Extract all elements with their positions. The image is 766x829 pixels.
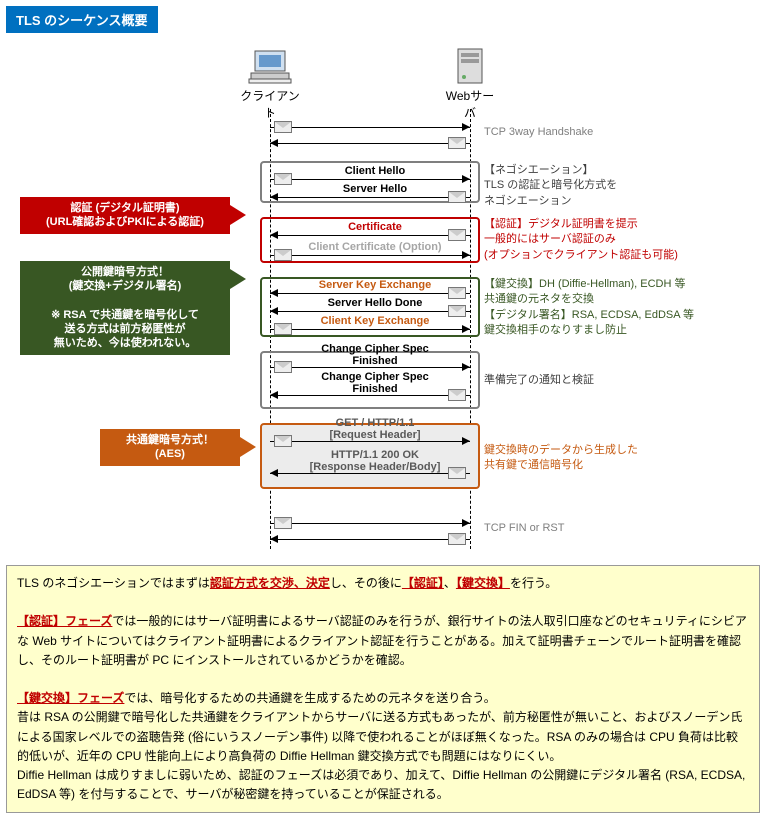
message-10: Change Cipher SpecFinished (270, 387, 470, 405)
right-note-2: 【認証】デジタル証明書を提示一般的にはサーバ認証のみ(オプションでクライアント認… (484, 217, 760, 263)
callout-1: 公開鍵暗号方式！(鍵交換+デジタル署名)※ RSA で共通鍵を暗号化して送る方式… (20, 261, 230, 355)
callout-0: 認証 (デジタル証明書)(URL確認およびPKIによる認証) (20, 197, 230, 234)
envelope-icon (448, 467, 466, 479)
envelope-icon (448, 229, 466, 241)
envelope-icon (274, 249, 292, 261)
envelope-icon (448, 191, 466, 203)
message-label-8: Client Key Exchange (300, 315, 450, 327)
right-note-1: 【ネゴシエーション】TLS の認証と暗号化方式をネゴシエーション (484, 163, 760, 209)
server-icon (450, 45, 490, 87)
client-icon (245, 45, 295, 87)
right-note-4: 準備完了の通知と検証 (484, 373, 760, 388)
message-label-10: Change Cipher SpecFinished (300, 371, 450, 395)
message-12: HTTP/1.1 200 OK[Response Header/Body] (270, 465, 470, 483)
explain-p2: 【認証】フェーズでは一般的にはサーバ証明書によるサーバ認証のみを行うが、銀行サイ… (17, 612, 749, 670)
callout-2: 共通鍵暗号方式！(AES) (100, 429, 240, 466)
message-1 (270, 135, 470, 153)
message-14 (270, 531, 470, 549)
right-note-3: 【鍵交換】DH (Diffie-Hellman), ECDH 等共通鍵の元ネタを… (484, 277, 760, 339)
callout-pointer-1 (230, 269, 246, 289)
explain-p3: 【鍵交換】フェーズでは、暗号化するための共通鍵を生成するための元ネタを送り合う。… (17, 689, 749, 804)
envelope-icon (274, 323, 292, 335)
envelope-icon (274, 121, 292, 133)
right-note-0: TCP 3way Handshake (484, 125, 760, 140)
callout-pointer-0 (230, 205, 246, 225)
envelope-icon (274, 435, 292, 447)
message-label-6: Server Key Exchange (300, 279, 450, 291)
envelope-icon (274, 517, 292, 529)
explanation-box: TLS のネゴシエーションではまずは認証方式を交渉、決定し、その後に【認証】、【… (6, 565, 760, 813)
message-8: Client Key Exchange (270, 321, 470, 339)
message-label-12: HTTP/1.1 200 OK[Response Header/Body] (300, 449, 450, 473)
message-5: Client Certificate (Option) (270, 247, 470, 265)
message-label-2: Client Hello (300, 165, 450, 177)
envelope-icon (448, 287, 466, 299)
envelope-icon (274, 361, 292, 373)
envelope-icon (448, 305, 466, 317)
message-3: Server Hello (270, 189, 470, 207)
right-note-5: 鍵交換時のデータから生成した共有鍵で通信暗号化 (484, 443, 760, 474)
message-label-11: GET / HTTP/1.1[Request Header] (300, 417, 450, 441)
message-label-7: Server Hello Done (300, 297, 450, 309)
right-note-6: TCP FIN or RST (484, 521, 760, 536)
message-label-5: Client Certificate (Option) (300, 241, 450, 253)
explain-p1: TLS のネゴシエーションではまずは認証方式を交渉、決定し、その後に【認証】、【… (17, 574, 749, 593)
envelope-icon (448, 533, 466, 545)
callout-pointer-2 (240, 437, 256, 457)
message-label-4: Certificate (300, 221, 450, 233)
message-label-9: Change Cipher SpecFinished (300, 343, 450, 367)
envelope-icon (448, 389, 466, 401)
envelope-icon (274, 173, 292, 185)
envelope-icon (448, 137, 466, 149)
sequence-diagram: クライアント Webサーバ Client HelloServer HelloCe… (0, 39, 766, 559)
message-label-3: Server Hello (300, 183, 450, 195)
title-badge: TLS のシーケンス概要 (6, 6, 158, 33)
